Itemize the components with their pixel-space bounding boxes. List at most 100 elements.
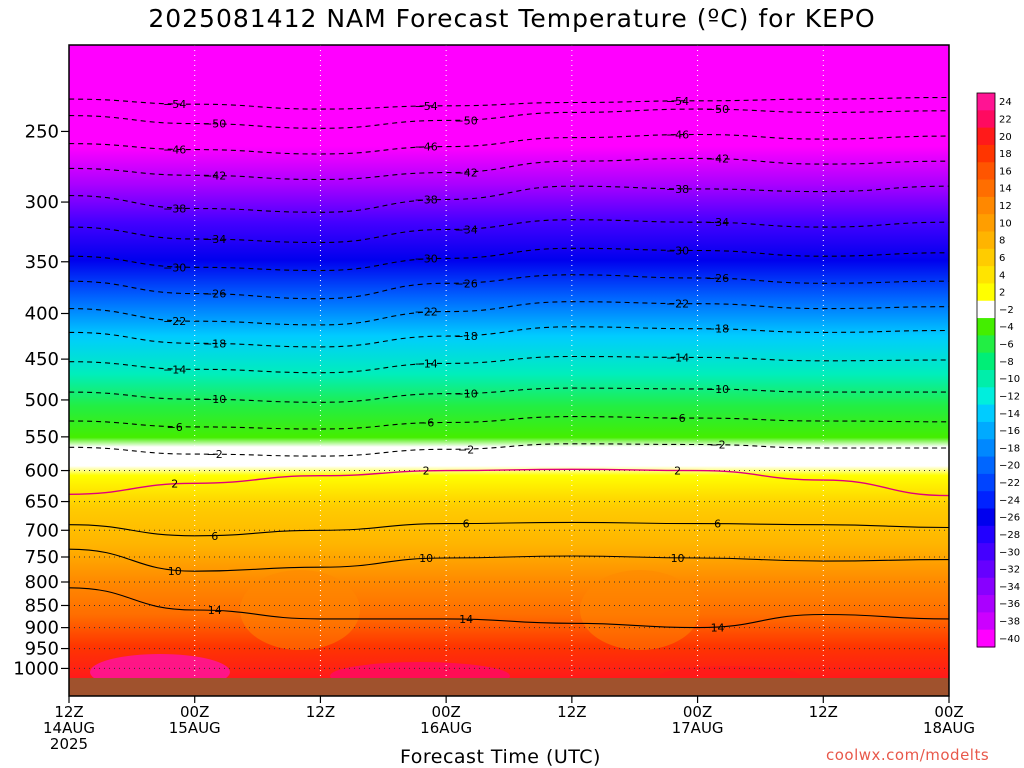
contour-label: −42	[706, 152, 729, 165]
contour-line	[69, 416, 949, 430]
contour-label: −38	[163, 202, 186, 215]
contour-label: −42	[455, 167, 478, 180]
x-tick-label: 14AUG	[43, 719, 95, 737]
x-tick-label: 00Z	[934, 703, 963, 721]
y-tick-label: 700	[25, 520, 59, 541]
colorbar-swatch	[977, 439, 995, 458]
colorbar-swatch	[977, 318, 995, 336]
contour-label: 2	[423, 465, 430, 478]
contour-label: −18	[455, 330, 478, 343]
contour-label: −34	[706, 216, 729, 229]
contour-line	[69, 219, 949, 244]
y-tick-label: 650	[25, 492, 59, 513]
contour-line	[69, 157, 949, 181]
colorbar-swatch	[977, 110, 995, 129]
colorbar-label: −4	[999, 322, 1014, 333]
y-tick-label: 400	[25, 303, 59, 324]
contour-label: 10	[168, 565, 182, 578]
x-axis-label: Forecast Time (UTC)	[400, 746, 601, 768]
colorbar-label: −2	[999, 305, 1014, 316]
colorbar-label: −22	[999, 478, 1020, 489]
colorbar-label: −34	[999, 582, 1020, 593]
colorbar-swatch	[977, 335, 995, 354]
x-tick-label: 00Z	[180, 703, 209, 721]
colorbar-swatch	[977, 543, 995, 562]
colorbar-swatch	[977, 387, 995, 406]
colorbar-label: 6	[999, 253, 1005, 264]
colorbar-label: −14	[999, 409, 1020, 420]
y-tick-label: 350	[25, 252, 59, 273]
colorbar-label: 18	[999, 149, 1012, 160]
contour-label: −26	[706, 272, 729, 285]
contour-label: −22	[666, 298, 689, 311]
contour-line	[69, 96, 949, 110]
colorbar-swatch	[977, 525, 995, 544]
x-tick-label: 00Z	[683, 703, 712, 721]
contour-label: −54	[415, 100, 438, 113]
contour-label: 6	[211, 530, 218, 543]
contour-label: −14	[666, 351, 689, 364]
contour-line	[69, 326, 949, 348]
y-tick-label: 800	[25, 572, 59, 593]
colorbar-label: −30	[999, 547, 1020, 558]
y-tick-label: 950	[25, 639, 59, 660]
colorbar-swatch	[977, 404, 995, 423]
colorbar-swatch	[977, 370, 995, 388]
colorbar-label: −16	[999, 426, 1020, 437]
x-tick-label: 12Z	[54, 703, 83, 721]
contour-label: 6	[714, 518, 721, 531]
colorbar-label: −26	[999, 513, 1020, 524]
colorbar-label: 4	[999, 270, 1005, 281]
contour-label: −50	[706, 103, 729, 116]
contour-label: −6	[167, 421, 183, 434]
contour-label: −6	[418, 417, 434, 430]
colorbar-label: 24	[999, 97, 1012, 108]
contour-label: −30	[163, 261, 186, 274]
contour-label: −42	[203, 169, 226, 182]
colorbar-label: 8	[999, 236, 1005, 247]
colorbar-swatch	[977, 248, 995, 267]
contour-label: −34	[455, 223, 478, 236]
colorbar-label: −6	[999, 340, 1014, 351]
colorbar-swatch	[977, 127, 995, 146]
contour-line	[69, 108, 949, 129]
contour-lines: −54 −54 −54 −50 −50 −50 −46 −46 −46 −42 −42 −42 −38 −…	[69, 95, 949, 635]
colorbar-swatch	[977, 421, 995, 440]
colorbar-swatch	[977, 352, 995, 371]
colorbar-swatch	[977, 196, 995, 215]
x-tick-label: 12Z	[557, 703, 586, 721]
contour-label: −26	[455, 277, 478, 290]
y-tick-label: 250	[25, 121, 59, 142]
colorbar-swatch	[977, 508, 995, 527]
colorbar-label: −10	[999, 374, 1020, 385]
x-tick-label: 12Z	[306, 703, 335, 721]
contour-label: −18	[203, 337, 226, 350]
colorbar-swatch	[977, 560, 995, 579]
colorbar-label: −18	[999, 443, 1020, 454]
contour-label: −2	[207, 448, 223, 461]
contour-label: −34	[203, 233, 226, 246]
contour-label: −30	[415, 252, 438, 265]
colorbar-swatch	[977, 473, 995, 492]
contour-label: −2	[458, 443, 474, 456]
contour-label: −50	[203, 118, 226, 131]
colorbar-label: −24	[999, 495, 1020, 506]
contour-label: 14	[208, 604, 222, 617]
contour-line	[69, 274, 949, 300]
chart-title: 2025081412 NAM Forecast Temperature (ºC)…	[148, 4, 876, 33]
contour-line	[69, 548, 949, 572]
source-credit: coolwx.com/modelts	[826, 746, 990, 764]
colorbar-label: −38	[999, 617, 1020, 628]
y-tick-label: 1000	[13, 658, 59, 679]
y-tick-label: 500	[25, 390, 59, 411]
contour-line	[69, 185, 949, 213]
colorbar-label: −20	[999, 461, 1020, 472]
x-tick-label: 16AUG	[420, 719, 472, 737]
x-tick-label: 15AUG	[169, 719, 221, 737]
colorbar-label: −36	[999, 599, 1020, 610]
plot-frame	[68, 44, 950, 697]
colorbar-swatch	[977, 266, 995, 285]
contour-label: 2	[171, 477, 178, 490]
contour-label: −46	[163, 144, 186, 157]
temperature-field	[69, 45, 949, 678]
